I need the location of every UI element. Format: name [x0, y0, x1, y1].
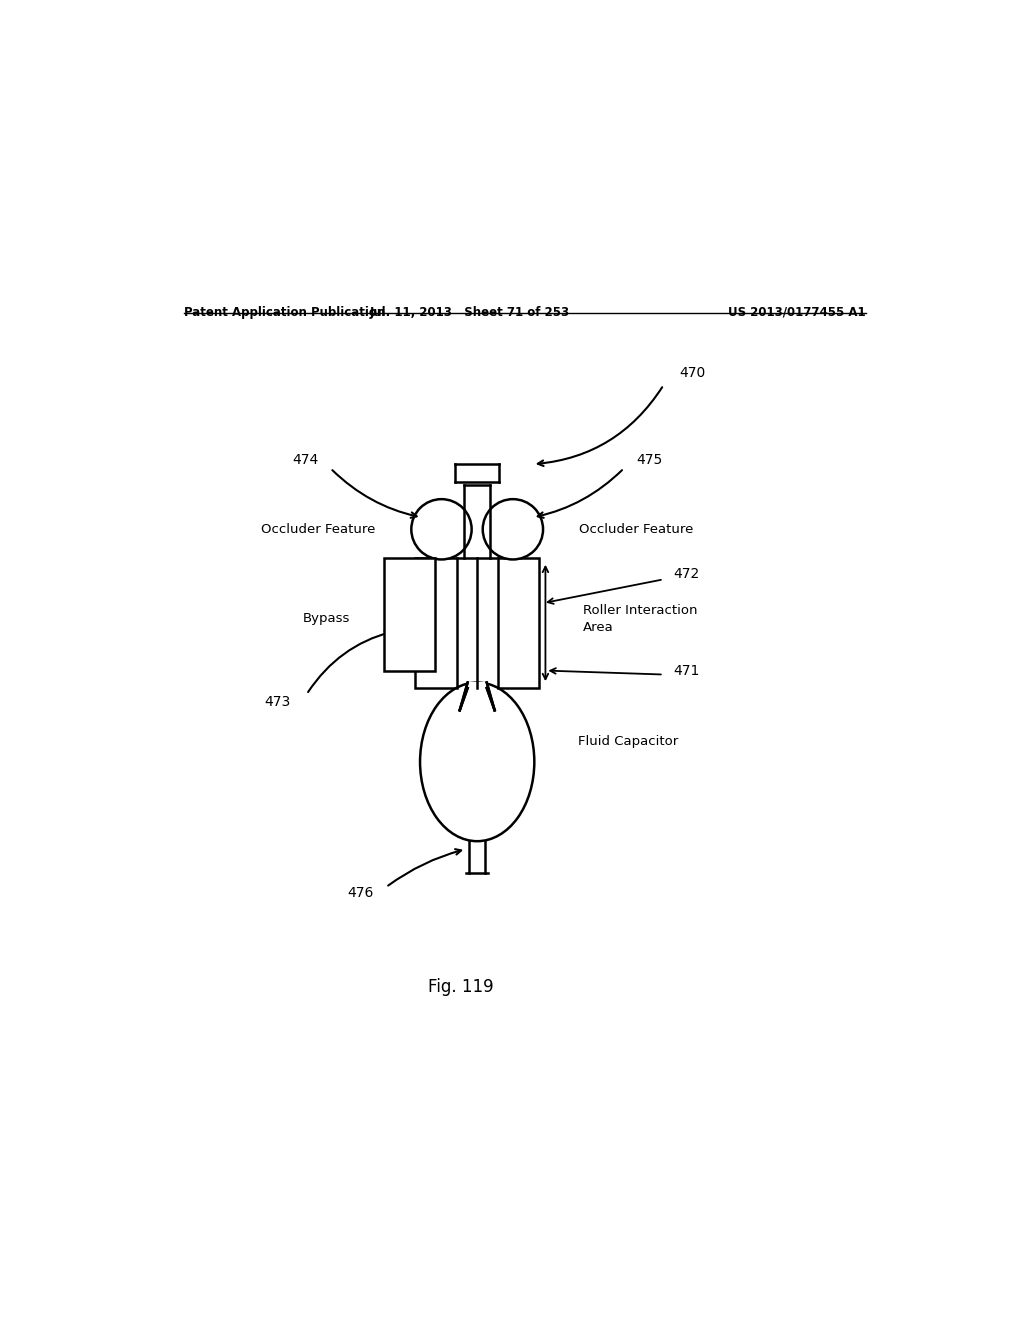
Text: 472: 472 [673, 566, 699, 581]
Polygon shape [460, 682, 495, 710]
Text: 476: 476 [347, 886, 374, 900]
Circle shape [482, 499, 543, 560]
Ellipse shape [420, 682, 535, 841]
Text: US 2013/0177455 A1: US 2013/0177455 A1 [728, 305, 866, 318]
Text: 470: 470 [680, 366, 706, 380]
Circle shape [412, 499, 472, 560]
Text: Jul. 11, 2013   Sheet 71 of 253: Jul. 11, 2013 Sheet 71 of 253 [370, 305, 569, 318]
Text: 475: 475 [636, 453, 663, 467]
Text: Occluder Feature: Occluder Feature [261, 523, 376, 536]
Text: Occluder Feature: Occluder Feature [579, 523, 693, 536]
Bar [455, 465, 500, 482]
Text: Patent Application Publication: Patent Application Publication [183, 305, 385, 318]
Text: Fig. 119: Fig. 119 [428, 978, 495, 997]
Text: Fluid Capacitor: Fluid Capacitor [578, 735, 678, 748]
Bar [416, 558, 539, 688]
Text: 473: 473 [264, 696, 291, 709]
Text: Roller Interaction
Area: Roller Interaction Area [583, 605, 697, 634]
Text: 474: 474 [292, 453, 318, 467]
Text: Bypass: Bypass [303, 612, 350, 626]
Text: 471: 471 [673, 664, 699, 677]
Bar [384, 558, 435, 671]
